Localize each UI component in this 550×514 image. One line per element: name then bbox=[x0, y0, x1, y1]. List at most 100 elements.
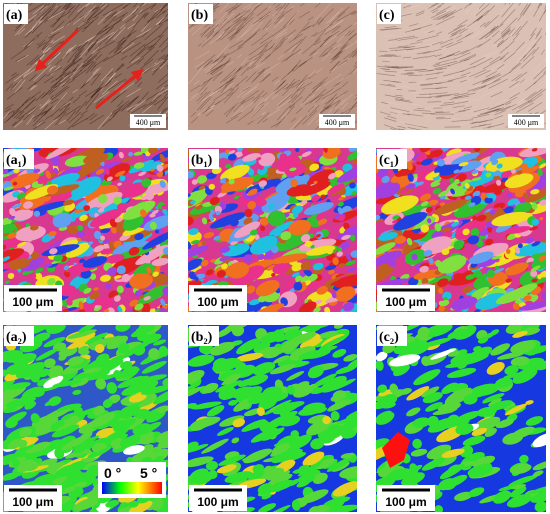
streak bbox=[353, 48, 357, 52]
grain bbox=[261, 392, 289, 404]
streak bbox=[537, 3, 541, 9]
grain bbox=[78, 345, 89, 355]
streak bbox=[215, 11, 228, 26]
grain bbox=[295, 148, 300, 152]
streak bbox=[44, 118, 57, 130]
streak bbox=[392, 85, 411, 88]
grain bbox=[410, 448, 428, 457]
grain bbox=[61, 486, 76, 494]
streak bbox=[227, 68, 239, 82]
grain bbox=[495, 288, 529, 305]
grain bbox=[527, 257, 534, 262]
streak bbox=[321, 52, 328, 57]
grain bbox=[25, 445, 48, 454]
grain bbox=[43, 263, 53, 268]
grain bbox=[324, 306, 331, 312]
streak bbox=[266, 22, 274, 28]
streak bbox=[248, 42, 268, 56]
grain bbox=[419, 193, 431, 202]
grain bbox=[213, 235, 221, 241]
panel-label: (a₂) bbox=[6, 330, 27, 345]
grain bbox=[328, 269, 335, 275]
streak bbox=[100, 68, 114, 82]
streak bbox=[225, 6, 234, 13]
grain bbox=[311, 194, 320, 202]
grain bbox=[140, 385, 168, 395]
streak bbox=[116, 42, 131, 55]
grain bbox=[389, 354, 421, 367]
streak bbox=[328, 60, 341, 72]
streak bbox=[252, 98, 264, 111]
streak bbox=[53, 82, 66, 91]
grain bbox=[345, 260, 356, 266]
grain bbox=[419, 340, 429, 352]
scale-label: 100 μm bbox=[12, 295, 53, 309]
streak bbox=[220, 55, 226, 62]
grain bbox=[210, 209, 215, 215]
streak bbox=[307, 105, 315, 113]
grain bbox=[322, 415, 331, 425]
grain bbox=[190, 401, 222, 410]
streak bbox=[300, 3, 306, 7]
streak bbox=[56, 11, 72, 21]
grain bbox=[54, 230, 64, 235]
streak bbox=[446, 40, 463, 49]
grain bbox=[103, 309, 110, 312]
grain bbox=[3, 244, 7, 250]
colorbar bbox=[102, 482, 162, 494]
grain bbox=[98, 194, 108, 204]
streak bbox=[404, 28, 422, 33]
streak bbox=[120, 82, 135, 94]
grain bbox=[504, 173, 534, 189]
streak bbox=[431, 3, 439, 7]
grain bbox=[105, 283, 112, 290]
grain bbox=[122, 200, 156, 220]
streak bbox=[323, 74, 342, 87]
streak bbox=[243, 12, 255, 24]
grain bbox=[320, 501, 345, 512]
grain bbox=[93, 245, 105, 253]
streak bbox=[323, 30, 340, 42]
grain bbox=[209, 259, 216, 263]
grain bbox=[437, 287, 444, 294]
grain bbox=[49, 248, 58, 255]
grain bbox=[65, 242, 90, 258]
streak bbox=[355, 9, 357, 12]
grain bbox=[531, 202, 538, 210]
streak bbox=[398, 128, 405, 130]
grain bbox=[271, 443, 291, 455]
grain bbox=[467, 235, 480, 245]
streak bbox=[265, 14, 281, 31]
grain bbox=[531, 148, 538, 152]
grain bbox=[300, 181, 331, 196]
streak bbox=[508, 80, 520, 89]
streak bbox=[219, 67, 237, 84]
grain bbox=[438, 478, 456, 491]
streak bbox=[380, 27, 402, 31]
streak bbox=[234, 64, 248, 74]
streak bbox=[383, 79, 400, 83]
streak bbox=[501, 29, 512, 39]
streak bbox=[381, 35, 395, 37]
streak bbox=[31, 15, 43, 29]
grain bbox=[34, 267, 44, 274]
streak bbox=[511, 99, 529, 110]
grain bbox=[151, 410, 161, 419]
streak bbox=[220, 85, 228, 94]
streak bbox=[253, 95, 261, 104]
streak bbox=[65, 3, 73, 11]
streak bbox=[527, 88, 546, 103]
streak bbox=[435, 93, 459, 97]
grain bbox=[347, 267, 356, 272]
streak bbox=[283, 34, 294, 43]
streak bbox=[79, 41, 94, 58]
grain bbox=[487, 400, 513, 411]
streak bbox=[495, 105, 511, 113]
streak bbox=[500, 103, 518, 112]
streak bbox=[66, 110, 77, 122]
streak bbox=[85, 3, 92, 7]
grain bbox=[535, 360, 546, 371]
streak bbox=[93, 56, 109, 67]
grain bbox=[194, 267, 205, 275]
grain bbox=[246, 148, 253, 153]
